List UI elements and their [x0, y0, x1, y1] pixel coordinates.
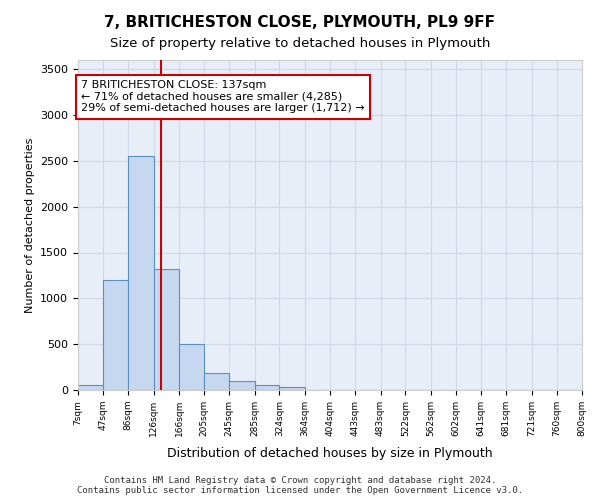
- Y-axis label: Number of detached properties: Number of detached properties: [25, 138, 35, 312]
- Text: 7 BRITICHESTON CLOSE: 137sqm
← 71% of detached houses are smaller (4,285)
29% of: 7 BRITICHESTON CLOSE: 137sqm ← 71% of de…: [81, 80, 365, 114]
- Text: Size of property relative to detached houses in Plymouth: Size of property relative to detached ho…: [110, 38, 490, 51]
- Bar: [204, 372, 229, 390]
- Bar: [280, 387, 305, 390]
- Bar: [154, 269, 179, 390]
- Bar: [128, 156, 154, 390]
- Bar: [179, 344, 204, 390]
- X-axis label: Distribution of detached houses by size in Plymouth: Distribution of detached houses by size …: [167, 447, 493, 460]
- Bar: [254, 386, 280, 390]
- Bar: [229, 381, 254, 390]
- Bar: [78, 386, 103, 390]
- Text: Contains HM Land Registry data © Crown copyright and database right 2024.
Contai: Contains HM Land Registry data © Crown c…: [77, 476, 523, 495]
- Text: 7, BRITICHESTON CLOSE, PLYMOUTH, PL9 9FF: 7, BRITICHESTON CLOSE, PLYMOUTH, PL9 9FF: [104, 15, 496, 30]
- Bar: [103, 280, 128, 390]
